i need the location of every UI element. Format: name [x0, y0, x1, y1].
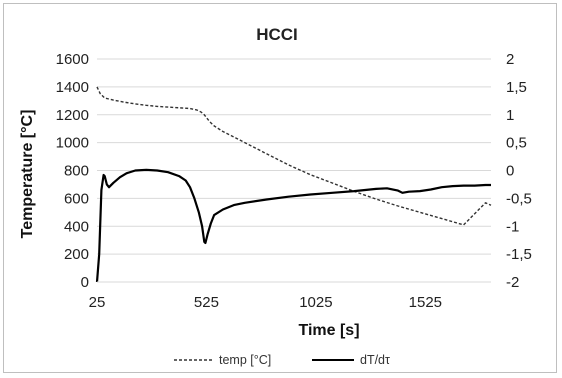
right-tick-label: -2 [506, 274, 519, 291]
grid-layer [97, 58, 491, 255]
legend-label-temp: temp [°C] [219, 353, 271, 367]
left-tick-label: 1600 [56, 51, 89, 68]
legend: temp [°C] dT/dτ [174, 353, 390, 367]
x-tick-label: 1025 [299, 294, 332, 311]
left-tick-label: 1400 [56, 79, 89, 96]
right-tick-label: 0 [506, 163, 514, 180]
left-tick-label: 1000 [56, 135, 89, 152]
x-axis-label: Time [s] [298, 322, 359, 339]
x-tick-label: 25 [89, 294, 106, 311]
chart-title: HCCI [256, 25, 298, 44]
left-tick-label: 0 [81, 274, 89, 291]
right-tick-label: 2 [506, 51, 514, 68]
right-tick-label: 0,5 [506, 135, 527, 152]
x-tick-label: 525 [194, 294, 219, 311]
left-tick-label: 600 [64, 190, 89, 207]
right-axis-ticks: -2 -1,5 -1 -0,5 0 0,5 1 1,5 2 [506, 51, 532, 291]
right-tick-label: -1,5 [506, 246, 532, 263]
chart-frame: HCCI 0 200 400 600 800 1000 1200 1400 1600 -2 -1,… [3, 3, 557, 373]
right-tick-label: -0,5 [506, 190, 532, 207]
series-layer [95, 86, 492, 283]
left-tick-label: 400 [64, 218, 89, 235]
chart-svg: HCCI 0 200 400 600 800 1000 1200 1400 1600 -2 -1,… [19, 25, 532, 367]
series-line-temp [96, 86, 492, 226]
y-axis-label: Temperature [°C] [19, 110, 36, 239]
left-tick-label: 800 [64, 163, 89, 180]
x-tick-label: 1525 [409, 294, 442, 311]
legend-label-dtdt: dT/dτ [360, 353, 390, 367]
right-tick-label: 1,5 [506, 79, 527, 96]
right-tick-label: -1 [506, 218, 519, 235]
right-tick-label: 1 [506, 107, 514, 124]
series-line-dtdt [95, 168, 491, 283]
left-tick-label: 200 [64, 246, 89, 263]
x-axis-ticks: 25 525 1025 1525 [89, 294, 442, 311]
left-axis-ticks: 0 200 400 600 800 1000 1200 1400 1600 [56, 51, 89, 291]
left-tick-label: 1200 [56, 107, 89, 124]
